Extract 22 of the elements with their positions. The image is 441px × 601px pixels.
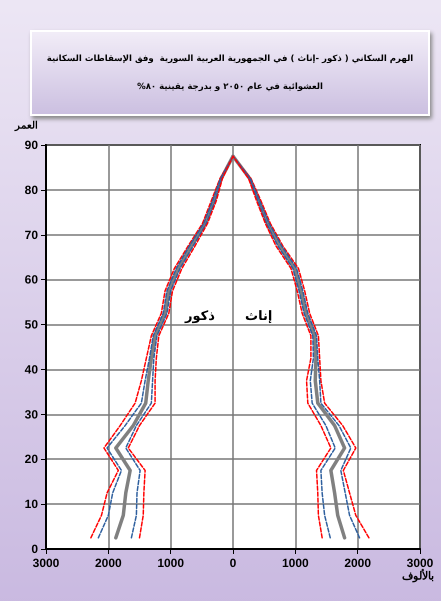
y-tick-label: 60: [24, 272, 38, 287]
x-tick-label: 1000: [282, 556, 310, 570]
y-tick-label: 90: [24, 138, 38, 152]
y-tick-label: 10: [24, 497, 38, 512]
chart-title: الهرم السكاني ( ذكور -إناث ) في الجمهورية العربية السورية وفق الإسقاطات السكانية العشوائية في عام ٢٠٥٠ و بدرجة يقينية ٨٠%: [46, 54, 414, 92]
x-tick-label: 0: [230, 556, 237, 570]
y-tick-label: 40: [24, 362, 38, 376]
x-tick-label: 3000: [32, 556, 60, 570]
annotation: ذكور: [184, 309, 216, 324]
x-tick-label: 1000: [157, 556, 184, 570]
x-tick-label: 3000: [406, 556, 434, 570]
y-tick-label: 50: [24, 318, 38, 332]
y-axis-title: العمر: [14, 120, 38, 132]
x-axis-title: بالألوف: [402, 568, 434, 582]
x-tick-label: 2000: [94, 556, 122, 570]
y-tick-label: 80: [24, 182, 38, 197]
y-tick-label: 0: [31, 542, 38, 556]
y-tick-label: 70: [24, 228, 38, 242]
x-tick-label: 2000: [344, 556, 372, 570]
y-tick-label: 30: [24, 407, 38, 422]
annotation: إناث: [245, 309, 272, 324]
y-tick-label: 20: [24, 452, 38, 466]
